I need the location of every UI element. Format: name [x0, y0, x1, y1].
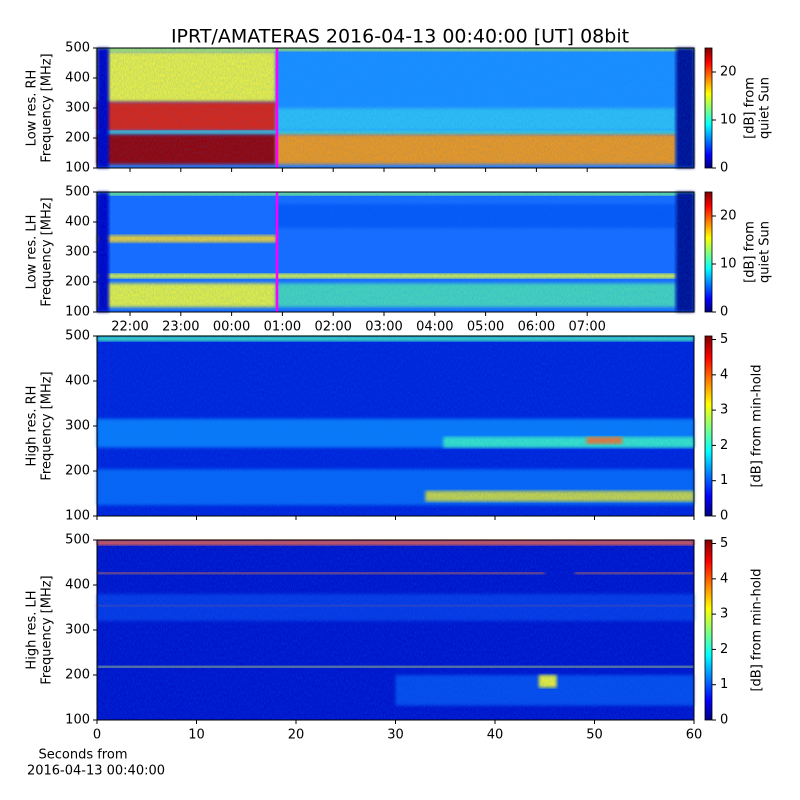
y-tick-label: 400	[65, 578, 90, 593]
colorbar-tick-label: 1	[720, 473, 728, 488]
chart-title: IPRT/AMATERAS 2016-04-13 00:40:00 [UT] 0…	[171, 26, 629, 48]
x-tick-label: 50	[586, 728, 603, 743]
colorbar-tick-label: 2	[720, 642, 728, 657]
y-tick-label: 500	[65, 329, 90, 344]
spectrogram-noise	[97, 336, 694, 516]
x-tick-label: 01:00	[264, 320, 301, 335]
y-axis-label: High res. RH	[25, 386, 40, 467]
y-tick-label: 300	[65, 623, 90, 638]
x-tick-label: 04:00	[416, 320, 453, 335]
y-tick-label: 100	[65, 509, 90, 524]
y-tick-label: 300	[65, 419, 90, 434]
colorbar-tick-label: 10	[720, 113, 737, 128]
colorbar	[704, 191, 713, 313]
x-tick-label: 20	[288, 728, 305, 743]
x-axis-label: 2016-04-13 00:40:00	[27, 764, 165, 779]
colorbar-tick-label: 0	[720, 713, 728, 728]
colorbar-tick-label: 5	[720, 536, 728, 551]
x-tick-label: 30	[387, 728, 404, 743]
colorbar	[704, 539, 713, 721]
colorbar-tick-label: 20	[720, 209, 737, 224]
y-tick-label: 200	[65, 668, 90, 683]
y-tick-label: 500	[65, 533, 90, 548]
colorbar	[704, 47, 713, 169]
x-tick-label: 06:00	[518, 320, 555, 335]
y-tick-label: 100	[65, 713, 90, 728]
y-tick-label: 200	[65, 131, 90, 146]
x-tick-label: 07:00	[568, 320, 605, 335]
colorbar-label: quiet Sun	[758, 221, 773, 283]
x-axis-label: Seconds from	[38, 748, 127, 763]
y-tick-label: 400	[65, 215, 90, 230]
colorbar-tick-label: 1	[720, 677, 728, 692]
colorbar-label: quiet Sun	[758, 77, 773, 139]
colorbar-tick-label: 10	[720, 257, 737, 272]
y-axis-label: Frequency [MHz]	[40, 575, 55, 684]
x-tick-label: 22:00	[111, 320, 148, 335]
colorbar	[704, 335, 713, 517]
y-tick-label: 400	[65, 374, 90, 389]
x-tick-label: 40	[487, 728, 504, 743]
x-tick-label: 10	[188, 728, 205, 743]
colorbar-tick-label: 4	[720, 571, 728, 586]
colorbar-label: [dB] from min-hold	[750, 364, 765, 487]
x-tick-label: 60	[686, 728, 703, 743]
colorbar-tick-label: 3	[720, 403, 728, 418]
colorbar-tick-label: 0	[720, 509, 728, 524]
colorbar-tick-label: 4	[720, 367, 728, 382]
colorbar-tick-label: 0	[720, 305, 728, 320]
spectrogram-noise	[97, 540, 694, 720]
y-tick-label: 400	[65, 71, 90, 86]
y-axis-label: Low res. RH	[25, 70, 40, 147]
x-tick-label: 00:00	[213, 320, 250, 335]
y-tick-label: 100	[65, 161, 90, 176]
y-axis-label: Frequency [MHz]	[40, 197, 55, 306]
colorbar-tick-label: 5	[720, 332, 728, 347]
x-tick-label: 02:00	[314, 320, 351, 335]
colorbar-tick-label: 3	[720, 607, 728, 622]
x-tick-label: 23:00	[162, 320, 199, 335]
x-tick-label: 05:00	[467, 320, 504, 335]
colorbar-label: [dB] from min-hold	[750, 568, 765, 691]
x-tick-label: 0	[93, 728, 101, 743]
y-tick-label: 200	[65, 464, 90, 479]
y-axis-label: Frequency [MHz]	[40, 371, 55, 480]
y-tick-label: 200	[65, 275, 90, 290]
colorbar-tick-label: 0	[720, 161, 728, 176]
y-axis-label: Frequency [MHz]	[40, 53, 55, 162]
spectrogram-noise	[97, 48, 694, 168]
y-tick-label: 100	[65, 305, 90, 320]
colorbar-tick-label: 2	[720, 438, 728, 453]
y-axis-label: High res. LH	[25, 590, 40, 669]
x-tick-label: 03:00	[365, 320, 402, 335]
colorbar-label: [dB] from	[743, 221, 758, 283]
spectrogram-noise	[97, 192, 694, 312]
colorbar-label: [dB] from	[743, 77, 758, 139]
colorbar-tick-label: 20	[720, 65, 737, 80]
y-tick-label: 500	[65, 185, 90, 200]
y-tick-label: 500	[65, 41, 90, 56]
y-tick-label: 300	[65, 245, 90, 260]
y-axis-label: Low res. LH	[25, 215, 40, 290]
y-tick-label: 300	[65, 101, 90, 116]
